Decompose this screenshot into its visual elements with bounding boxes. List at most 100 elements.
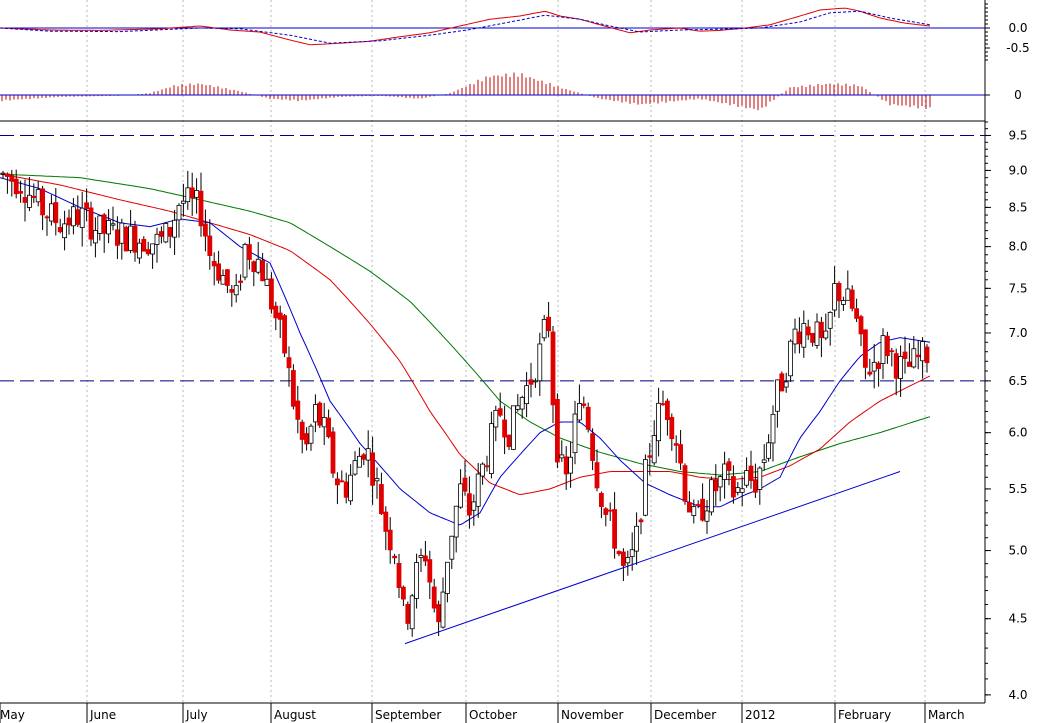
candle-up [185, 187, 191, 203]
price-tick-label: 7.5 [1008, 281, 1027, 295]
candle-down [585, 406, 591, 430]
candle-down [612, 509, 617, 549]
candle-up [898, 356, 903, 379]
candle-down [915, 354, 921, 358]
candle-down [603, 508, 609, 515]
candle-down [273, 305, 279, 319]
candle-up [79, 207, 85, 228]
x-tick-label: May [0, 708, 25, 722]
candle-up [801, 323, 807, 348]
candle-up [71, 206, 76, 227]
candle-down [563, 456, 569, 475]
candle-down [198, 190, 204, 227]
candle-up [766, 442, 771, 459]
candle-up [471, 501, 477, 511]
candle-up [176, 204, 182, 221]
candle-up [717, 476, 723, 488]
candle-up [475, 473, 481, 507]
candle-down [497, 408, 503, 416]
candle-down [805, 326, 811, 336]
candle-down [546, 316, 551, 332]
candle-up [128, 225, 134, 251]
candle-up [515, 405, 521, 410]
candle-down [211, 260, 217, 267]
candle-up [308, 425, 314, 444]
price-tick-label: 7.0 [1008, 326, 1027, 340]
candle-up [841, 300, 846, 305]
candle-down [88, 207, 94, 240]
x-tick-label: October [469, 708, 517, 722]
candle-up [722, 463, 727, 480]
candle-down [282, 315, 288, 354]
candle-up [255, 258, 261, 273]
candle-up [154, 233, 160, 245]
candle-down [123, 226, 129, 252]
candle-up [572, 413, 578, 454]
macd-tick-label: 0.0 [1008, 21, 1027, 35]
candle-down [66, 217, 72, 226]
candle-down [599, 492, 604, 507]
candle-up [321, 417, 327, 428]
candle-down [202, 223, 208, 237]
candle-up [172, 219, 178, 238]
moving-average-short [0, 177, 931, 526]
x-tick-label: 2012 [745, 708, 776, 722]
candle-down [484, 465, 490, 468]
candle-up [559, 454, 565, 459]
candle-down [304, 433, 310, 445]
candle-down [779, 373, 785, 392]
panel-frames [0, 0, 986, 704]
candle-up [920, 341, 925, 362]
candle-down [290, 370, 296, 407]
candle-down [405, 604, 411, 624]
price-tick-label: 5.0 [1008, 544, 1027, 558]
candle-down [502, 419, 508, 438]
candle-down [295, 400, 301, 420]
candle-up [783, 381, 789, 388]
candle-down [343, 481, 349, 498]
candle-down [797, 331, 802, 345]
candle-up [656, 402, 661, 442]
candle-down [555, 399, 560, 463]
candle-down [422, 555, 428, 562]
candle-up [568, 456, 573, 474]
candle-up [0, 172, 6, 175]
candle-up [62, 223, 67, 239]
candle-down [18, 191, 24, 194]
candle-up [524, 385, 529, 405]
histogram-panel [0, 72, 985, 111]
candle-up [312, 404, 318, 423]
candle-down [753, 479, 758, 493]
candle-down [621, 551, 626, 566]
candle-up [414, 562, 420, 599]
candle-down [84, 202, 89, 210]
candle-down [858, 316, 864, 335]
candle-up [704, 510, 710, 522]
candle-down [431, 586, 437, 609]
candle-down [286, 357, 292, 369]
candle-up [264, 278, 270, 286]
candle-up [709, 479, 714, 513]
candle-up [911, 348, 917, 368]
candle-down [700, 498, 705, 521]
x-tick-label: February [838, 708, 891, 722]
candle-up [537, 343, 543, 382]
candle-up [871, 361, 877, 372]
moving-average-mid [0, 173, 931, 495]
candle-down [378, 484, 384, 515]
price-tick-label: 5.5 [1008, 482, 1027, 496]
signal-line [0, 10, 931, 44]
candle-down [207, 235, 213, 256]
candle-down [115, 229, 120, 246]
candle-up [519, 397, 525, 410]
candle-up [775, 379, 780, 412]
candle-down [330, 431, 336, 474]
candle-down [383, 511, 389, 532]
candle-down [5, 173, 10, 177]
candle-up [744, 470, 749, 486]
moving-average-long [0, 173, 931, 476]
candle-down [731, 476, 736, 498]
candle-down [506, 434, 512, 448]
candle-up [150, 243, 156, 255]
candle-down [462, 477, 468, 492]
